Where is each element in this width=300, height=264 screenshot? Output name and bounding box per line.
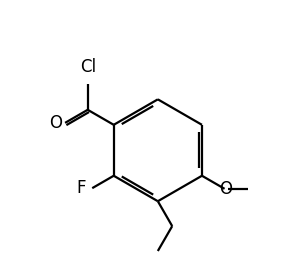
Text: Cl: Cl: [80, 58, 96, 76]
Text: O: O: [219, 180, 232, 198]
Text: F: F: [76, 179, 86, 197]
Text: O: O: [50, 114, 62, 132]
